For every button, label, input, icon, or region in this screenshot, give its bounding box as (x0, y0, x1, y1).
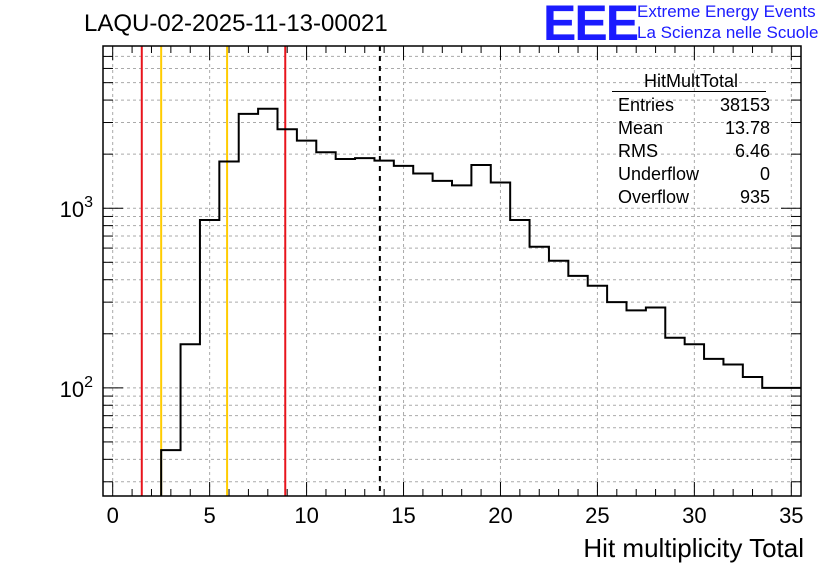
stats-label: Entries (618, 95, 675, 115)
stats-value: 6.46 (734, 141, 770, 161)
x-tick-label: 35 (779, 503, 803, 528)
stats-value: 935 (739, 187, 770, 207)
stats-title: HitMultTotal (612, 72, 766, 92)
logo-subtitle-2: La Scienza nelle Scuole (637, 23, 819, 42)
stats-label: Overflow (618, 187, 690, 207)
stats-row-underflow: Underflow 0 (612, 163, 778, 186)
x-tick-label: 15 (391, 503, 415, 528)
stats-label: Mean (618, 118, 664, 138)
x-tick-label: 0 (107, 503, 119, 528)
stats-row-mean: Mean 13.78 (612, 117, 778, 140)
stats-value: 13.78 (724, 118, 770, 138)
stats-box: HitMultTotal Entries 38153 Mean 13.78 RM… (612, 72, 778, 209)
eee-logo: EEE (543, 0, 639, 51)
histogram-series (160, 107, 801, 496)
y-tick-label: 102 (60, 374, 93, 402)
x-tick-label: 10 (294, 503, 318, 528)
stats-row-rms: RMS 6.46 (612, 140, 778, 163)
y-tick-label: 103 (60, 194, 93, 222)
logo-subtitle-1: Extreme Energy Events (637, 2, 816, 21)
plot-frame (102, 45, 802, 497)
x-tick-label: 20 (488, 503, 512, 528)
stats-row-overflow: Overflow 935 (612, 186, 778, 209)
stats-value: 38153 (719, 95, 770, 115)
histogram-outline (160, 107, 801, 496)
stats-row-entries: Entries 38153 (612, 94, 778, 117)
stats-label: Underflow (618, 164, 700, 184)
tick-labels: 0 5 10 15 20 25 30 35 102 103 (60, 194, 804, 528)
x-tick-label: 30 (682, 503, 706, 528)
stats-value: 0 (759, 164, 770, 184)
run-title: LAQU-02-2025-11-13-00021 (84, 10, 388, 37)
axis-ticks (103, 45, 801, 496)
grid (103, 45, 801, 496)
x-tick-label: 25 (585, 503, 609, 528)
stats-label: RMS (618, 141, 658, 161)
x-tick-label: 5 (204, 503, 216, 528)
vertical-markers (140, 46, 381, 496)
x-axis-label: Hit multiplicity Total (583, 533, 804, 563)
